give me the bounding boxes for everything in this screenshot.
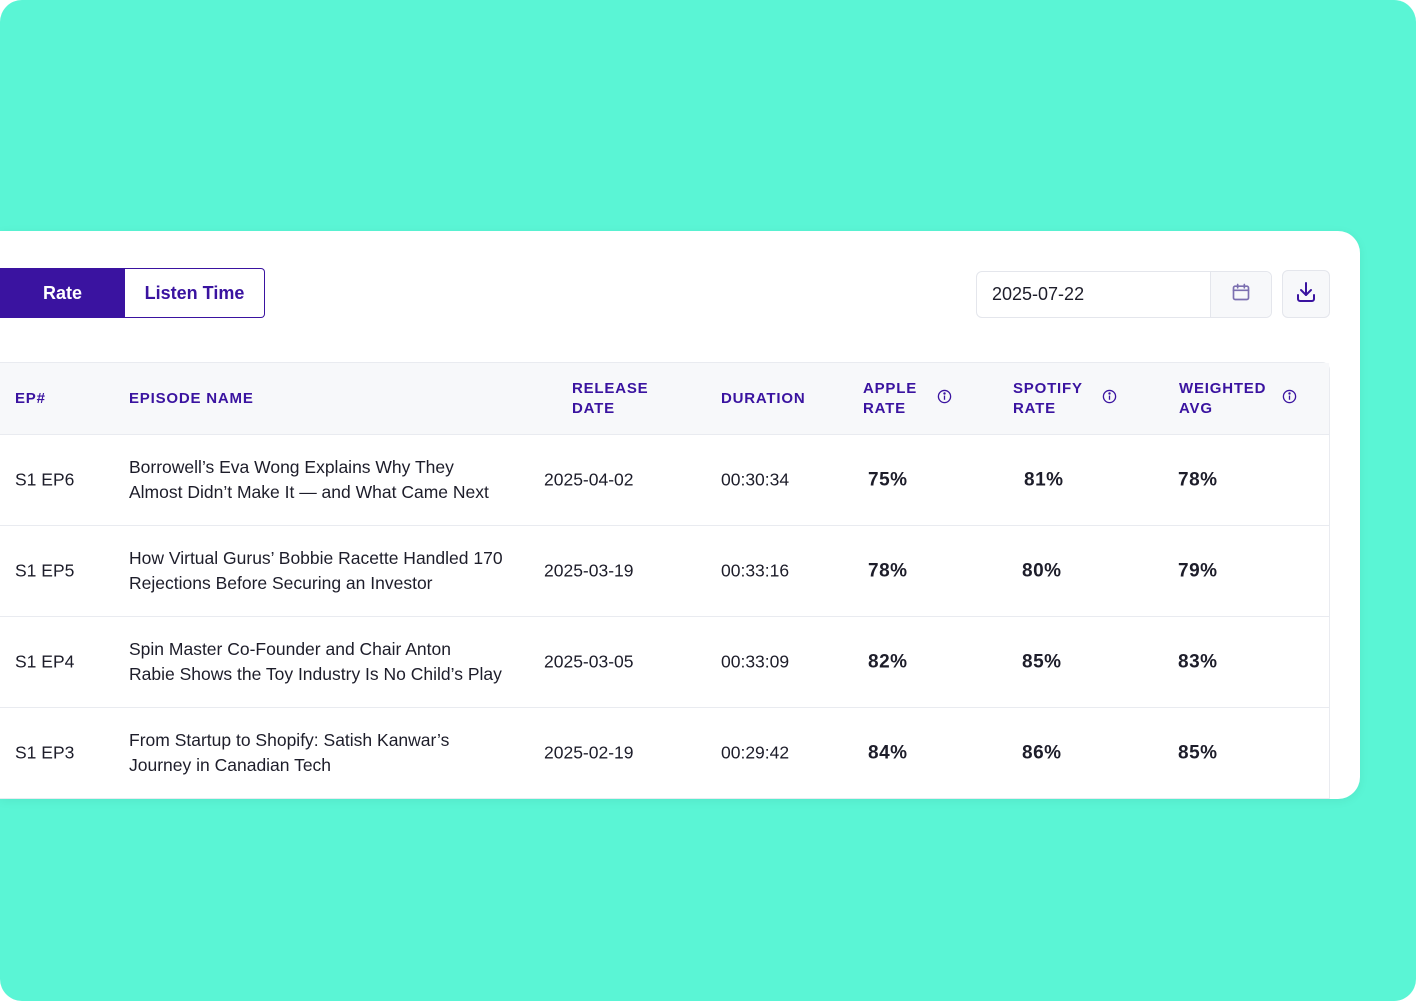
header-weighted-avg[interactable]: WEIGHTED AVG [1179, 379, 1267, 417]
cell-release-date: 2025-04-02 [544, 469, 634, 490]
cell-weighted-avg: 79% [1178, 560, 1218, 582]
cell-ep: S1 EP3 [15, 742, 75, 763]
cell-episode-name: Spin Master Co-Founder and Chair Anton Ra… [129, 639, 502, 684]
header-apple-rate[interactable]: APPLE RATE [863, 379, 918, 417]
cell-episode-name: How Virtual Gurus’ Bobbie Racette Handle… [129, 548, 503, 593]
cell-duration: 00:33:16 [721, 560, 790, 581]
episodes-table: EP# EPISODE NAME RELEASE DATE DURATION AP… [0, 362, 1330, 799]
download-button[interactable] [1282, 270, 1330, 318]
cell-ep: S1 EP5 [15, 560, 75, 581]
header-episode-name[interactable]: EPISODE NAME [129, 389, 254, 407]
cell-weighted-avg: 83% [1178, 651, 1218, 673]
cell-release-date: 2025-03-19 [544, 560, 634, 581]
cell-ep: S1 EP6 [15, 469, 75, 490]
cell-spotify-rate: 86% [1022, 742, 1062, 764]
weighted-avg-info-icon[interactable] [1282, 389, 1297, 409]
cell-release-date: 2025-02-19 [544, 742, 634, 763]
date-input[interactable]: 2025-07-22 [992, 284, 1085, 304]
cell-spotify-rate: 85% [1022, 651, 1062, 673]
cell-release-date: 2025-03-05 [544, 651, 634, 672]
date-picker[interactable]: 2025-07-22 [976, 271, 1272, 318]
header-ep[interactable]: EP# [15, 389, 46, 407]
header-release-date[interactable]: RELEASE DATE [572, 379, 649, 417]
cell-duration: 00:33:09 [721, 651, 790, 672]
table-row[interactable]: S1 EP6 Borrowell’s Eva Wong Explains Why… [0, 435, 1329, 526]
table-row[interactable]: S1 EP4 Spin Master Co-Founder and Chair … [0, 617, 1329, 708]
table-row[interactable]: S1 EP3 From Startup to Shopify: Satish K… [0, 708, 1329, 799]
calendar-button[interactable] [1210, 272, 1271, 317]
cell-weighted-avg: 85% [1178, 742, 1218, 764]
header-spotify-rate[interactable]: SPOTIFY RATE [1013, 379, 1083, 417]
header-duration[interactable]: DURATION [721, 389, 806, 407]
cell-episode-name: Borrowell’s Eva Wong Explains Why They Al… [129, 457, 489, 502]
download-icon [1294, 280, 1318, 309]
listen-time-toggle-button[interactable]: Listen Time [125, 268, 265, 318]
cell-weighted-avg: 78% [1178, 469, 1218, 491]
table-row[interactable]: S1 EP5 How Virtual Gurus’ Bobbie Racette… [0, 526, 1329, 617]
cell-apple-rate: 78% [868, 560, 908, 582]
table-header: EP# EPISODE NAME RELEASE DATE DURATION AP… [0, 363, 1329, 435]
cell-apple-rate: 75% [868, 469, 908, 491]
cell-apple-rate: 82% [868, 651, 908, 673]
cell-episode-name: From Startup to Shopify: Satish Kanwar’s… [129, 730, 450, 775]
cell-spotify-rate: 80% [1022, 560, 1062, 582]
cell-spotify-rate: 81% [1024, 469, 1064, 491]
calendar-icon [1231, 282, 1251, 307]
cell-duration: 00:29:42 [721, 742, 790, 763]
cell-ep: S1 EP4 [15, 651, 75, 672]
spotify-rate-info-icon[interactable] [1102, 389, 1117, 409]
metric-toggle: Rate Listen Time [0, 268, 265, 318]
episode-performance-card: Rate Listen Time 2025-07-22 [0, 231, 1360, 799]
apple-rate-info-icon[interactable] [937, 389, 952, 409]
rate-toggle-button[interactable]: Rate [0, 268, 125, 318]
cell-apple-rate: 84% [868, 742, 908, 764]
cell-duration: 00:30:34 [721, 469, 790, 490]
